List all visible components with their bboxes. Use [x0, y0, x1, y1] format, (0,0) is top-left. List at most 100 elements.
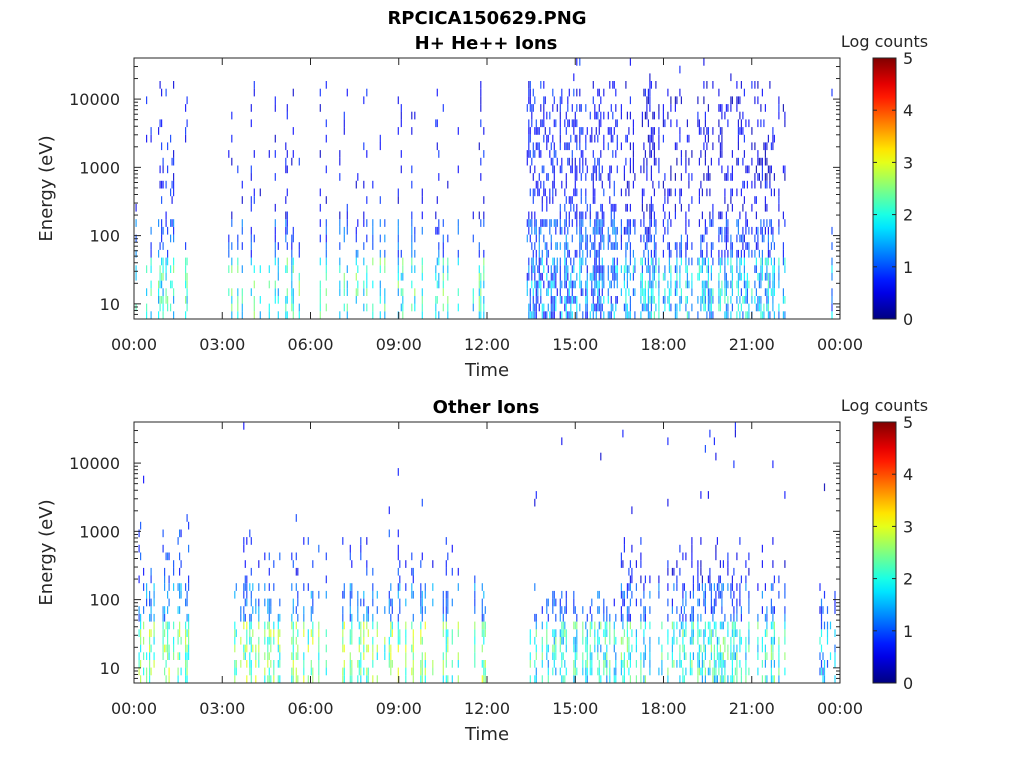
spectrogram-cell	[613, 667, 615, 676]
spectrogram-cell	[697, 636, 699, 645]
spectrogram-cell	[610, 311, 612, 319]
spectrogram-cell	[186, 288, 188, 296]
spectrogram-cell	[667, 567, 669, 576]
spectrogram-cell	[613, 81, 615, 89]
spectrogram-cell	[150, 242, 152, 250]
x-tick-label: 09:00	[376, 335, 422, 354]
spectrogram-cell	[325, 119, 327, 128]
spectrogram-cell	[391, 598, 393, 607]
spectrogram-cell	[653, 265, 655, 273]
spectrogram-cell	[531, 111, 533, 120]
spectrogram-cell	[349, 544, 351, 553]
spectrogram-cell	[534, 265, 536, 273]
spectrogram-cell	[246, 675, 248, 683]
spectrogram-cell	[291, 636, 293, 645]
spectrogram-cell	[421, 296, 423, 304]
spectrogram-cell	[784, 311, 786, 319]
spectrogram-cell	[158, 296, 160, 304]
spectrogram-cell	[411, 552, 413, 561]
spectrogram-cell	[363, 667, 365, 676]
spectrogram-cell	[713, 621, 715, 630]
spectrogram-cell	[237, 234, 239, 243]
spectrogram-cell	[691, 560, 693, 568]
spectrogram-cell	[625, 203, 627, 212]
spectrogram-cell	[286, 188, 288, 197]
spectrogram-cell	[307, 537, 309, 545]
spectrogram-cell	[761, 272, 763, 281]
spectrogram-cell	[150, 606, 152, 614]
spectrogram-cell	[725, 280, 727, 289]
spectrogram-cell	[737, 134, 739, 143]
spectrogram-cell	[634, 265, 636, 273]
spectrogram-cell	[600, 203, 602, 212]
spectrogram-cell	[376, 590, 378, 599]
spectrogram-cell	[445, 613, 447, 622]
spectrogram-cell	[279, 613, 281, 622]
spectrogram-cell	[718, 652, 720, 660]
spectrogram-cell	[576, 636, 578, 645]
spectrogram-cell	[719, 644, 721, 653]
x-tick-label: 12:00	[464, 699, 510, 718]
spectrogram-cell	[761, 544, 763, 553]
spectrogram-cell	[562, 621, 564, 630]
spectrogram-cell	[457, 226, 459, 235]
spectrogram-cell	[246, 644, 248, 653]
spectrogram-cell	[626, 280, 628, 289]
spectrogram-cell	[397, 552, 399, 561]
spectrogram-cell	[594, 111, 596, 120]
spectrogram-cell	[243, 606, 245, 614]
spectrogram-cell	[724, 265, 726, 273]
spectrogram-cell	[700, 249, 702, 258]
spectrogram-cell	[650, 203, 652, 212]
colorbar	[873, 58, 896, 319]
spectrogram-cell	[600, 644, 602, 653]
spectrogram-cell	[167, 303, 169, 312]
spectrogram-cell	[580, 280, 582, 289]
spectrogram-cell	[740, 613, 742, 622]
spectrogram-cell	[725, 303, 727, 312]
spectrogram-cell	[579, 88, 581, 97]
spectrogram-cell	[579, 157, 581, 166]
spectrogram-cell	[736, 311, 738, 319]
spectrogram-cell	[697, 629, 699, 637]
spectrogram-cell	[552, 257, 554, 266]
x-tick-label: 15:00	[552, 699, 598, 718]
spectrogram-cell	[366, 644, 368, 653]
spectrogram-cell	[820, 606, 823, 614]
spectrogram-cell	[831, 226, 833, 235]
spectrogram-cell	[447, 629, 449, 637]
spectrogram-cell	[552, 165, 554, 174]
spectrogram-cell	[635, 629, 637, 637]
spectrogram-cell	[559, 598, 561, 607]
spectrogram-cell	[701, 211, 703, 220]
spectrogram-cell	[167, 652, 169, 660]
spectrogram-cell	[740, 675, 742, 683]
spectrogram-cell	[668, 249, 670, 258]
spectrogram-cell	[339, 157, 341, 166]
spectrogram-cell	[421, 660, 423, 668]
spectrogram-cell	[585, 303, 587, 312]
spectrogram-cell	[159, 81, 161, 89]
spectrogram-cell	[620, 613, 622, 622]
spectrogram-cell	[553, 660, 555, 668]
spectrogram-cell	[274, 288, 276, 296]
spectrogram-cell	[761, 88, 763, 97]
spectrogram-cell	[770, 142, 772, 151]
spectrogram-cell	[292, 636, 294, 645]
x-tick-label: 21:00	[729, 335, 775, 354]
spectrogram-cell	[719, 560, 721, 568]
spectrogram-cell	[568, 296, 570, 304]
spectrogram-cell	[480, 280, 482, 289]
spectrogram-cell	[710, 288, 712, 296]
spectrogram-cell	[640, 667, 642, 676]
spectrogram-cell	[540, 280, 542, 289]
spectrogram-cell	[135, 219, 137, 227]
spectrogram-cell	[682, 667, 684, 676]
spectrogram-cell	[831, 88, 833, 97]
spectrogram-cell	[719, 211, 721, 220]
spectrogram-cell	[676, 560, 678, 568]
spectrogram-cell	[250, 196, 252, 204]
spectrogram-cell	[733, 606, 735, 614]
spectrogram-cell	[579, 272, 581, 281]
spectrogram-cell	[310, 629, 312, 637]
